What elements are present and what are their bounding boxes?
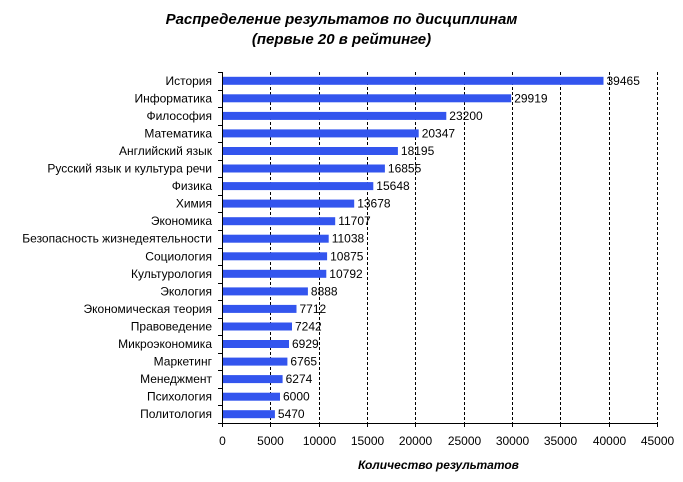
value-label: 15648 — [376, 179, 410, 193]
category-label: Культурология — [131, 267, 212, 281]
category-label: Экология — [160, 284, 212, 298]
bar — [223, 357, 288, 366]
category-label: Психология — [147, 390, 212, 404]
value-label: 29919 — [514, 91, 548, 105]
category-label: Менеджмент — [140, 372, 212, 386]
value-label: 13678 — [357, 197, 391, 211]
bar — [223, 94, 512, 103]
value-label: 7242 — [295, 320, 322, 334]
x-tick-label: 5000 — [257, 434, 284, 448]
value-label: 39465 — [607, 74, 641, 88]
bar — [223, 129, 419, 138]
value-label: 10875 — [330, 249, 364, 263]
x-tick-label: 25000 — [448, 434, 482, 448]
bar — [223, 340, 289, 348]
value-label: 6000 — [283, 390, 310, 404]
category-label: Английский язык — [119, 144, 213, 158]
value-label: 18195 — [401, 144, 435, 158]
x-tick-label: 10000 — [303, 434, 337, 448]
category-label: Философия — [146, 109, 212, 123]
bar — [223, 269, 327, 278]
bar — [223, 199, 355, 208]
category-label: Политология — [140, 407, 212, 421]
x-tick-label: 0 — [219, 434, 226, 448]
category-label: Химия — [176, 197, 212, 211]
category-label: Русский язык и культура речи — [47, 162, 212, 176]
x-tick-label: 45000 — [641, 434, 675, 448]
bar — [223, 287, 308, 296]
bar — [223, 410, 275, 419]
bar — [223, 234, 329, 243]
x-tick-label: 35000 — [544, 434, 578, 448]
value-label: 10792 — [329, 267, 363, 281]
chart-title-line-2: (первые 20 в рейтинге) — [251, 31, 432, 48]
chart-title-line-1: Распределение результатов по дисциплинам — [165, 11, 518, 28]
value-label: 6929 — [292, 337, 319, 351]
value-label: 6765 — [290, 355, 317, 369]
x-tick-label: 30000 — [496, 434, 530, 448]
value-label: 7712 — [300, 302, 327, 316]
category-label: Маркетинг — [154, 355, 213, 369]
category-label: Правоведение — [131, 320, 213, 334]
category-label: Безопасность жизнедеятельности — [22, 232, 212, 246]
bar — [223, 375, 283, 384]
bar — [223, 147, 398, 155]
category-label: Экономика — [151, 214, 212, 228]
x-tick-label: 40000 — [593, 434, 627, 448]
value-label: 16855 — [388, 162, 422, 176]
x-tick-label: 15000 — [351, 434, 385, 448]
bar — [223, 304, 297, 313]
category-label: Социология — [145, 249, 212, 263]
bar — [223, 182, 374, 191]
value-label: 11038 — [332, 232, 365, 246]
x-axis-label: Количество результатов — [358, 458, 519, 472]
chart-title: Распределение результатов по дисциплинам… — [0, 10, 683, 50]
bar — [223, 164, 385, 173]
bar — [223, 252, 328, 261]
value-label: 11707 — [338, 214, 371, 228]
category-label: Микроэкономика — [118, 337, 212, 351]
category-label: Информатика — [134, 91, 212, 105]
category-label: Математика — [144, 126, 212, 140]
bar — [223, 217, 336, 226]
value-label: 23200 — [449, 109, 483, 123]
value-label: 5470 — [278, 407, 305, 421]
bar — [223, 111, 447, 120]
category-label: Физика — [172, 179, 213, 193]
category-label: История — [165, 74, 212, 88]
value-label: 8888 — [311, 284, 338, 298]
bar — [223, 322, 292, 331]
x-tick-label: 20000 — [399, 434, 433, 448]
value-label: 20347 — [422, 126, 456, 140]
bar — [223, 392, 280, 401]
bar — [223, 76, 604, 85]
value-label: 6274 — [286, 372, 313, 386]
category-label: Экономическая теория — [84, 302, 212, 316]
